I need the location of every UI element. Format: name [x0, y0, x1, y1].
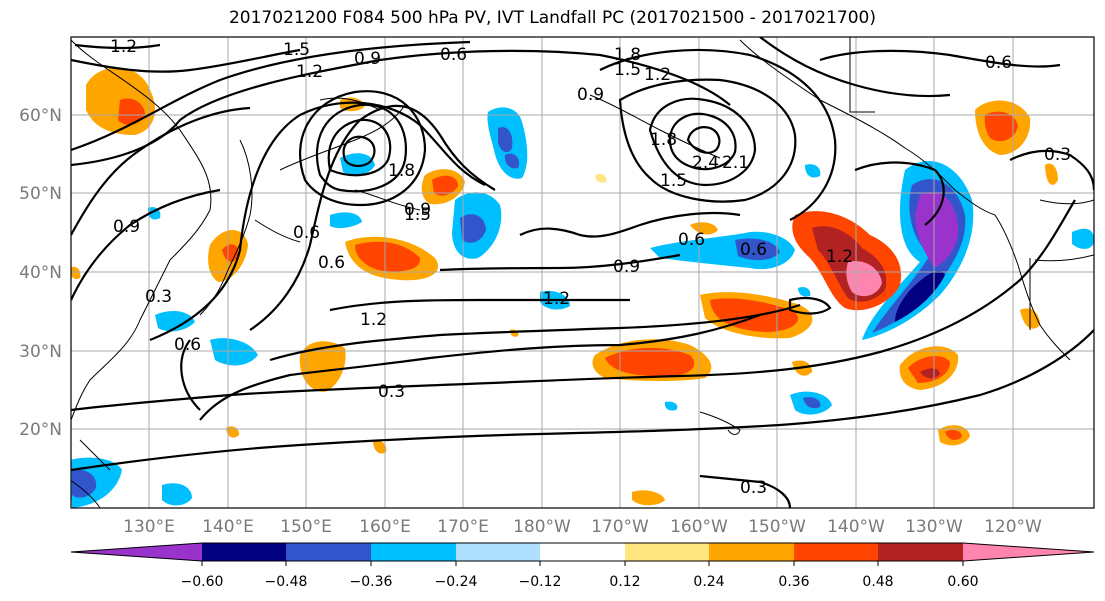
colorbar-tick-label: −0.12	[519, 574, 562, 590]
contour-label: 0.6	[440, 45, 467, 65]
colorbar-cell	[202, 543, 286, 561]
coastlines	[71, 37, 1094, 508]
latitude-label: 30°N	[19, 342, 62, 362]
longitude-label: 170°E	[437, 517, 489, 537]
contour-label: 1.2	[296, 62, 323, 82]
contour-label: 0.6	[678, 230, 705, 250]
colorbar-cell	[286, 543, 371, 561]
latitude-label: 60°N	[19, 106, 62, 126]
longitude-axis: 130°E 140°E 150°E 160°E 170°E 180°W 170°…	[123, 517, 1042, 537]
contour-label: 1.2	[826, 247, 853, 267]
contour-label: 0.6	[318, 253, 345, 273]
colorbar-cell	[371, 543, 456, 561]
longitude-label: 130°W	[905, 517, 963, 537]
latitude-label: 40°N	[19, 263, 62, 283]
contour-label: 0.6	[293, 223, 320, 243]
colorbar-cell	[794, 543, 878, 561]
colorbar-cell	[709, 543, 794, 561]
map-frame	[70, 36, 1095, 509]
longitude-label: 140°E	[202, 517, 254, 537]
contour-label: 1.8	[614, 45, 641, 65]
contour-label: 1.8	[650, 130, 677, 150]
contour-label: 0.9	[404, 200, 431, 220]
colorbar-tick-label: −0.48	[265, 574, 308, 590]
latitude-label: 50°N	[19, 184, 62, 204]
longitude-label: 180°W	[513, 517, 571, 537]
longitude-label: 170°W	[591, 517, 649, 537]
contour-label: 2.1	[722, 153, 749, 173]
colorbar-tick-label: 0.24	[693, 574, 724, 590]
longitude-label: 150°W	[748, 517, 806, 537]
pv-contours	[71, 37, 1094, 508]
map-title: 2017021200 F084 500 hPa PV, IVT Landfall…	[228, 8, 876, 28]
longitude-label: 120°W	[984, 517, 1042, 537]
latitude-axis: 60°N 50°N 40°N 30°N 20°N	[19, 106, 62, 440]
contour-label: 2.4	[692, 153, 719, 173]
longitude-label: 160°E	[359, 517, 411, 537]
contour-label: 0.3	[145, 287, 172, 307]
contour-label: 1.5	[660, 171, 687, 191]
longitude-label: 130°E	[123, 517, 175, 537]
contour-label: 0.6	[740, 240, 767, 260]
contour-label: 0.9	[613, 257, 640, 277]
longitude-label: 160°W	[670, 517, 728, 537]
colorbar-cell	[71, 543, 202, 561]
longitude-label: 150°E	[280, 517, 332, 537]
contour-label: 0.9	[354, 49, 381, 69]
longitude-label: 140°W	[827, 517, 885, 537]
contour-label: 0.3	[1044, 145, 1071, 165]
contour-label: 1.2	[644, 65, 671, 85]
contour-label: 1.5	[614, 60, 641, 80]
colorbar-tick-labels: −0.60 −0.48 −0.36 −0.24 −0.12 0.12 0.24 …	[181, 574, 979, 590]
colorbar-cell	[540, 543, 625, 561]
contour-label: 0.3	[378, 382, 405, 402]
contour-label: 0.6	[174, 335, 201, 355]
colorbar-tick-label: 0.12	[609, 574, 640, 590]
colorbar-cell	[625, 543, 709, 561]
latitude-label: 20°N	[19, 420, 62, 440]
colorbar: −0.60 −0.48 −0.36 −0.24 −0.12 0.12 0.24 …	[70, 542, 1095, 590]
contour-label: 1.2	[360, 310, 387, 330]
contour-labels: 1.2 1.5 1.2 0.9 0.6 1.8 1.5 1.2 0.9 0.6 …	[110, 37, 1071, 498]
contour-label: 1.2	[110, 37, 137, 57]
map-plot-area: 1.2 1.5 1.2 0.9 0.6 1.8 1.5 1.2 0.9 0.6 …	[71, 37, 1094, 508]
contour-label: 0.6	[985, 53, 1012, 73]
contour-label: 0.9	[113, 217, 140, 237]
contour-label: 1.5	[404, 205, 431, 225]
contour-label: 1.8	[388, 161, 415, 181]
colorbar-tick-label: 0.60	[947, 574, 978, 590]
contour-label: 0.9	[577, 85, 604, 105]
contour-label: 1.5	[283, 40, 310, 60]
colorbar-tick-label: −0.36	[350, 574, 393, 590]
ivt-shading	[71, 67, 1094, 508]
colorbar-cell	[963, 543, 1094, 561]
colorbar-tick-label: −0.24	[435, 574, 478, 590]
colorbar-cell	[878, 543, 963, 561]
colorbar-tick-label: 0.48	[862, 574, 893, 590]
contour-label: 0.3	[740, 478, 767, 498]
colorbar-tick-label: 0.36	[778, 574, 809, 590]
colorbar-cell	[456, 543, 540, 561]
colorbar-tick-label: −0.60	[181, 574, 224, 590]
contour-label: 1.2	[543, 289, 570, 309]
